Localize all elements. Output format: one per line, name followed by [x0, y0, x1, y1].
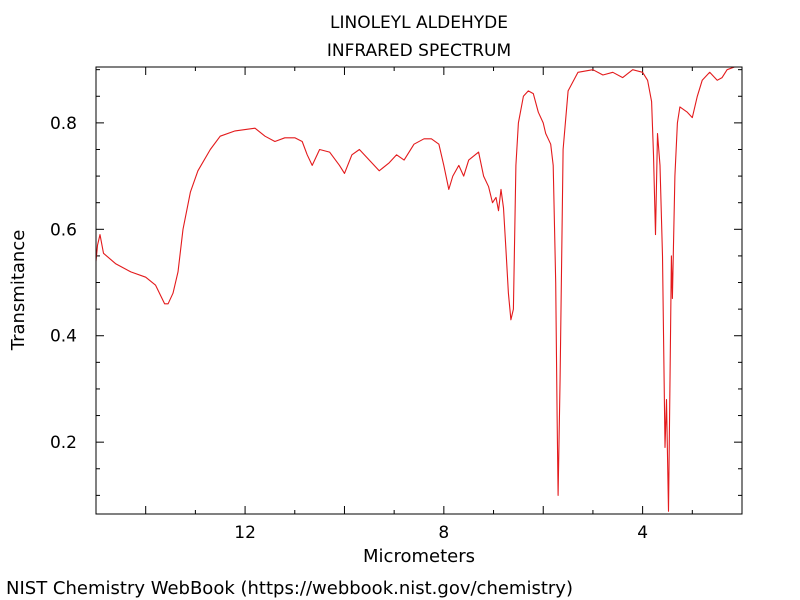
y-tick-label: 0.6 — [50, 220, 77, 240]
chart-title: LINOLEYL ALDEHYDE — [330, 13, 508, 33]
x-tick-label: 8 — [438, 523, 449, 543]
spectrum-line — [95, 66, 742, 512]
chart-subtitle: INFRARED SPECTRUM — [327, 41, 511, 61]
x-tick-label: 4 — [637, 523, 648, 543]
y-tick-label: 0.4 — [50, 327, 77, 347]
x-tick-label: 12 — [234, 523, 256, 543]
y-axis: 0.2 0.4 0.6 0.8 — [50, 69, 742, 496]
y-axis-label: Transmitance — [8, 230, 29, 352]
footer-credit: NIST Chemistry WebBook (https://webbook.… — [6, 578, 573, 599]
plot-frame — [95, 66, 743, 515]
x-axis: 12 8 4 — [95, 67, 743, 543]
y-tick-label: 0.8 — [50, 114, 77, 134]
x-axis-label: Micrometers — [363, 546, 475, 567]
y-tick-label: 0.2 — [50, 433, 77, 453]
